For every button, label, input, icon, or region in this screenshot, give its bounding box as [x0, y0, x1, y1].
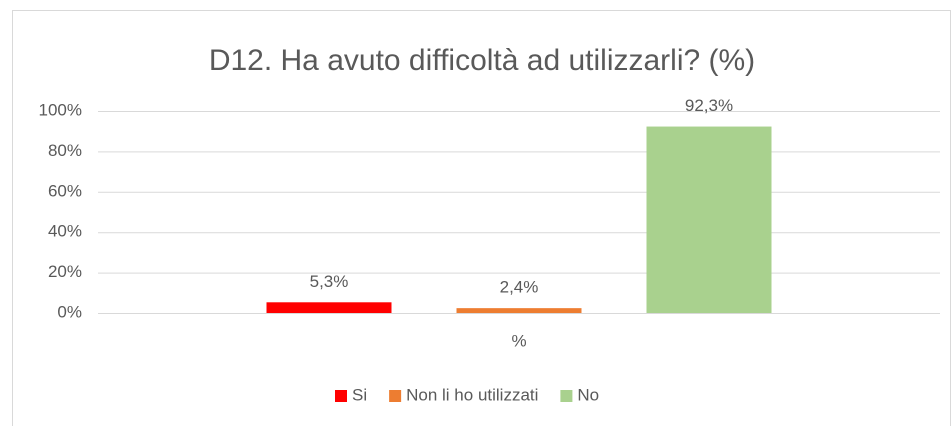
legend-swatch [335, 390, 347, 402]
y-tick-label: 60% [48, 181, 82, 200]
legend-swatch [560, 390, 573, 402]
bar [266, 302, 392, 313]
legend-label: No [577, 385, 599, 404]
legend-label: Non li ho utilizzati [406, 385, 538, 404]
value-label: 92,3% [685, 96, 733, 115]
legend-swatch [389, 390, 402, 402]
bar [456, 308, 582, 313]
y-tick-label: 80% [48, 141, 82, 160]
bar [646, 126, 772, 313]
chart-title: D12. Ha avuto difficoltà ad utilizzarli?… [209, 44, 755, 77]
legend-label: Si [352, 385, 367, 404]
y-tick-label: 100% [39, 100, 82, 119]
y-tick-label: 40% [48, 222, 82, 241]
y-tick-label: 0% [57, 302, 82, 321]
value-label: 2,4% [500, 278, 539, 297]
value-label: 5,3% [310, 272, 349, 291]
x-tick-label: % [511, 331, 526, 350]
y-tick-label: 20% [48, 262, 82, 281]
chart-border [12, 10, 951, 426]
